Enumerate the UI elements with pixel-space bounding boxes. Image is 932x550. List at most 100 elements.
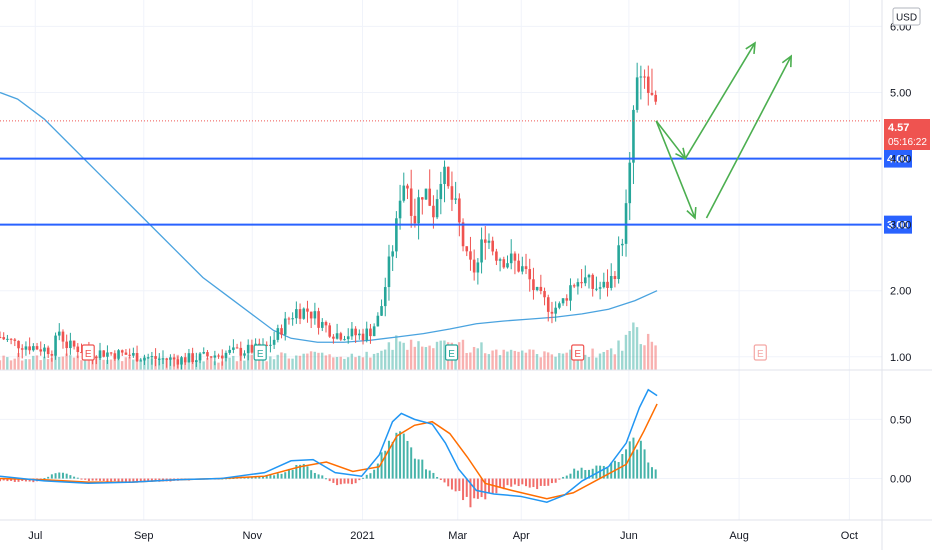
- volume-bar: [332, 357, 335, 370]
- volume-bar: [513, 350, 517, 370]
- candle-body: [180, 357, 183, 365]
- oscillator-axis[interactable]: 0.50 0.00: [890, 414, 911, 485]
- volume-bar: [417, 341, 420, 370]
- histogram-bar: [602, 465, 605, 479]
- volume-bar: [487, 354, 491, 370]
- candle-body: [524, 266, 528, 270]
- candle-body: [28, 346, 31, 351]
- candle-body: [580, 282, 583, 284]
- candle-body: [624, 203, 628, 244]
- histogram-bar: [532, 478, 535, 488]
- candle-body: [395, 218, 398, 252]
- histogram-bar: [128, 478, 131, 483]
- histogram-bar: [421, 459, 424, 479]
- histogram-bar: [573, 468, 576, 479]
- candle-body: [209, 356, 213, 358]
- volume-bar: [587, 357, 591, 370]
- histogram-bar: [480, 478, 483, 498]
- candle-body: [6, 338, 9, 340]
- volume-bar: [28, 359, 31, 370]
- volume-bar: [398, 341, 402, 370]
- candle-body: [239, 347, 243, 356]
- candle-body: [235, 347, 239, 349]
- histogram-bar: [595, 465, 598, 479]
- histogram-bar: [143, 478, 146, 482]
- price-tick-label: 2.00: [890, 286, 911, 298]
- oscillator-tick-label: 0.00: [890, 474, 911, 486]
- volume-bar: [409, 339, 413, 370]
- histogram-bar: [454, 478, 457, 492]
- volume-bar: [413, 346, 416, 370]
- candle-body: [598, 287, 602, 289]
- histogram-bar: [458, 478, 461, 491]
- forecast-arrows[interactable]: [655, 41, 793, 220]
- currency-badge[interactable]: USD: [892, 7, 921, 26]
- horizontal-levels[interactable]: 4.00 3.00: [0, 149, 912, 234]
- time-tick-label: Mar: [448, 530, 467, 542]
- volume-bar: [461, 339, 465, 370]
- ma-line: [0, 91, 658, 343]
- last-price-label: 4.57: [888, 122, 909, 134]
- histogram-bar: [465, 478, 468, 497]
- volume-bar: [480, 342, 483, 370]
- histogram-bar: [247, 477, 250, 479]
- volume-bar: [113, 358, 116, 370]
- candle-body: [202, 352, 206, 354]
- volume-bar: [132, 359, 135, 370]
- volume-bar: [543, 351, 546, 370]
- candle-body: [458, 198, 461, 223]
- volume-bar: [643, 345, 646, 370]
- histogram-bar: [306, 466, 309, 479]
- time-axis[interactable]: Jul Sep Nov 2021 Mar Apr Jun Aug Oct: [28, 530, 858, 542]
- earnings-marker[interactable]: E: [753, 344, 767, 361]
- histogram-bar: [91, 478, 94, 481]
- histogram-bar: [139, 478, 142, 483]
- volume-bar: [546, 352, 550, 370]
- volume-bar: [365, 351, 368, 370]
- histogram-bar: [521, 478, 524, 485]
- histogram-bar: [639, 440, 642, 479]
- signal-line: [0, 403, 658, 500]
- time-tick-label: Aug: [729, 530, 749, 542]
- price-axis[interactable]: 6.005.004.003.002.001.00: [890, 21, 911, 363]
- volume-bar: [483, 353, 487, 370]
- earnings-marker-box: [571, 344, 585, 361]
- arrow-head: [781, 54, 793, 68]
- volume-bar: [235, 361, 239, 370]
- volume-bar: [502, 349, 505, 370]
- candle-body: [532, 279, 535, 291]
- candle-body: [272, 339, 276, 345]
- volume-bar: [109, 359, 113, 370]
- candle-body: [291, 318, 294, 320]
- earnings-marker-label: E: [257, 349, 264, 360]
- candle-body: [146, 357, 150, 359]
- volume-bar: [54, 349, 57, 370]
- volume-bar: [291, 358, 294, 370]
- volume-bar: [243, 360, 246, 370]
- candle-body: [328, 325, 331, 337]
- histogram-bar: [632, 437, 635, 479]
- candle-body: [76, 346, 80, 353]
- candle-body: [476, 262, 480, 273]
- histogram-bar: [117, 478, 120, 482]
- earnings-marker[interactable]: E: [81, 344, 95, 361]
- earnings-marker[interactable]: E: [571, 344, 585, 361]
- candle-body: [632, 109, 635, 163]
- earnings-marker[interactable]: E: [253, 344, 267, 361]
- candle-body: [309, 311, 313, 319]
- earnings-marker[interactable]: E: [444, 344, 459, 361]
- volume-bar: [402, 342, 405, 370]
- histogram-bar: [310, 470, 313, 479]
- price-tick-label: 1.00: [890, 352, 911, 364]
- candle-body: [435, 199, 439, 218]
- histogram-bar: [373, 469, 376, 479]
- candle-body: [480, 239, 483, 263]
- volume-bar: [432, 348, 435, 370]
- candle-body: [98, 350, 102, 358]
- arrow-line: [705, 55, 792, 219]
- volume-bar: [302, 353, 305, 370]
- volume-bar: [602, 351, 605, 370]
- candle-body: [17, 340, 20, 349]
